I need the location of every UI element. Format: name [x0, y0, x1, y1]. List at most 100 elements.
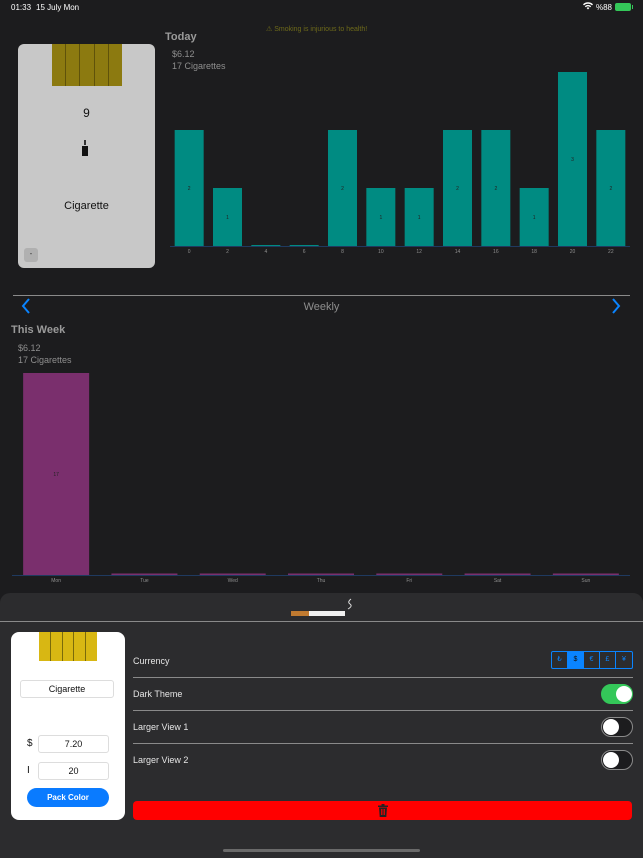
dark-theme-label: Dark Theme — [133, 689, 183, 699]
price-input[interactable]: 7.20 — [38, 735, 109, 753]
battery-icon — [615, 3, 633, 11]
tick-label: 2 — [226, 249, 229, 255]
chart-bar — [289, 245, 319, 246]
pack-name: Cigarette — [64, 200, 109, 212]
bar-value-label: 2 — [494, 186, 497, 192]
tick-label: 8 — [341, 249, 344, 255]
today-count: 17 Cigarettes — [172, 61, 226, 71]
bar-value-label: 17 — [53, 472, 59, 478]
today-cost: $6.12 — [172, 49, 195, 59]
count-symbol: I — [27, 765, 30, 776]
tick-label: Sun — [581, 578, 590, 584]
tick-label: Tue — [140, 578, 149, 584]
drag-handle-cigarette[interactable] — [291, 611, 345, 616]
week-title: This Week — [11, 324, 66, 336]
chart-bar — [443, 130, 472, 246]
today-title: Today — [165, 31, 197, 43]
tick-label: Sat — [494, 578, 502, 584]
currency-option[interactable]: $ — [568, 652, 584, 668]
battery-percent: %88 — [595, 2, 612, 12]
pack-card[interactable]: 9 Cigarette - — [18, 44, 155, 268]
larger-view-2-toggle[interactable] — [601, 750, 633, 770]
chart-bar — [111, 573, 178, 575]
tick-label: Fri — [406, 578, 412, 584]
chart-bar — [328, 130, 357, 246]
pack-color-button[interactable]: Pack Color — [27, 788, 109, 807]
panel-separator — [0, 621, 643, 622]
currency-option[interactable]: £ — [600, 652, 616, 668]
smoke-icon — [345, 598, 353, 612]
delete-button[interactable] — [133, 801, 632, 820]
tick-label: 16 — [493, 249, 499, 255]
chart-bar — [366, 188, 396, 246]
chart-bar — [519, 188, 549, 246]
tick-label: Wed — [228, 578, 238, 584]
pack-editor: Cigarette $ 7.20 I 20 Pack Color — [11, 632, 125, 820]
dark-theme-row: Dark Theme — [133, 678, 633, 711]
chart-bar — [552, 573, 619, 575]
chart-bar — [464, 573, 531, 575]
currency-selector[interactable]: ₺ $ € £ ¥ — [551, 651, 633, 669]
chart-bar — [404, 188, 434, 246]
larger-view-1-toggle[interactable] — [601, 717, 633, 737]
bar-value-label: 1 — [418, 215, 421, 221]
prev-arrow-icon[interactable] — [21, 298, 31, 319]
chart-bar — [213, 188, 242, 246]
tick-label: 6 — [303, 249, 306, 255]
wifi-icon — [582, 2, 593, 12]
tick-label: 12 — [416, 249, 422, 255]
currency-symbol: $ — [27, 738, 33, 749]
currency-row: Currency ₺ $ € £ ¥ — [133, 645, 633, 678]
tick-label: 10 — [378, 249, 384, 255]
pack-lid-preview — [39, 632, 97, 661]
tick-label: Thu — [317, 578, 326, 584]
cigarette-icon — [82, 140, 88, 158]
dark-theme-toggle[interactable] — [601, 684, 633, 704]
bar-value-label: 1 — [379, 215, 382, 221]
currency-option[interactable]: ₺ — [552, 652, 568, 668]
pack-remaining-count: 9 — [83, 106, 90, 120]
bar-value-label: 2 — [456, 186, 459, 192]
tick-label: 18 — [531, 249, 537, 255]
status-right: %88 — [582, 2, 633, 12]
bar-value-label: 2 — [188, 186, 191, 192]
larger-view-2-label: Larger View 2 — [133, 755, 189, 765]
week-cost: $6.12 — [18, 343, 41, 353]
chart-bar — [199, 573, 266, 575]
chart-bar — [481, 130, 511, 246]
larger-view-2-row: Larger View 2 — [133, 744, 633, 777]
count-input[interactable]: 20 — [38, 762, 109, 780]
tick-label: 14 — [455, 249, 461, 255]
tick-label: Mon — [51, 578, 61, 584]
period-label: Weekly — [303, 301, 340, 313]
currency-label: Currency — [133, 656, 170, 666]
status-bar: 01:33 15 July Mon %88 — [0, 0, 643, 16]
home-indicator — [223, 849, 420, 852]
tick-label: 22 — [608, 249, 614, 255]
tick-label: 0 — [188, 249, 191, 255]
chart-bar — [251, 245, 281, 246]
currency-option[interactable]: € — [584, 652, 600, 668]
bar-value-label: 2 — [609, 186, 612, 192]
chart-bar — [596, 130, 626, 246]
next-arrow-icon[interactable] — [611, 298, 621, 319]
undo-button[interactable]: - — [24, 248, 38, 262]
bar-value-label: 2 — [341, 186, 344, 192]
larger-view-1-label: Larger View 1 — [133, 722, 189, 732]
week-chart: 17 Mon Tue Wed Thu Fri Sat Sun — [12, 373, 630, 584]
trash-icon — [377, 804, 388, 817]
chart-bar — [288, 573, 354, 575]
status-time: 01:33 — [11, 3, 32, 12]
currency-option[interactable]: ¥ — [622, 656, 626, 663]
divider — [13, 295, 630, 296]
pack-lid — [52, 44, 122, 86]
tick-label: 20 — [570, 249, 576, 255]
bar-value-label: 1 — [533, 215, 536, 221]
chart-bar — [376, 573, 443, 575]
pack-name-input[interactable]: Cigarette — [20, 680, 114, 698]
chart-bar — [23, 373, 90, 575]
week-count: 17 Cigarettes — [18, 355, 72, 365]
chart-bar — [558, 72, 587, 246]
chart-bar — [174, 130, 204, 246]
